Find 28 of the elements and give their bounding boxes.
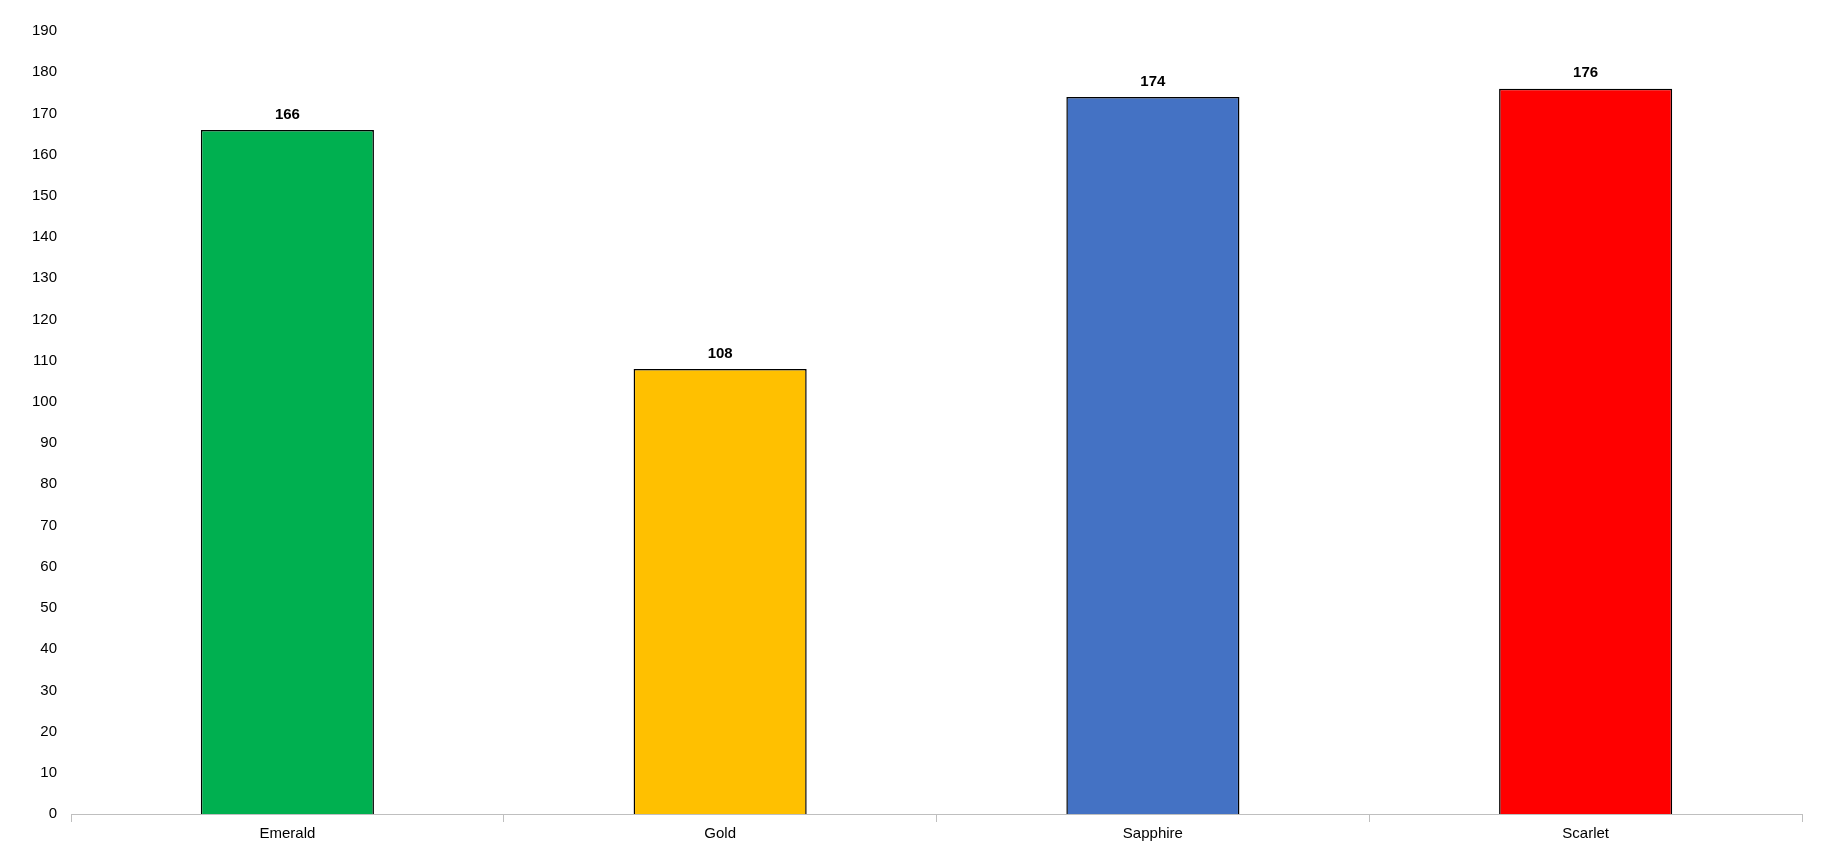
y-tick-label: 30 bbox=[40, 680, 58, 698]
y-tick-label: 170 bbox=[32, 103, 58, 121]
y-tick-label: 130 bbox=[32, 268, 58, 286]
y-tick-label: 80 bbox=[40, 474, 58, 492]
x-tick-label: Emerald bbox=[259, 824, 316, 842]
y-tick-label: 180 bbox=[32, 62, 58, 80]
y-tick-label: 60 bbox=[40, 556, 58, 574]
y-tick-label: 150 bbox=[32, 185, 58, 203]
data-label: 174 bbox=[1140, 71, 1167, 89]
y-tick-label: 50 bbox=[40, 598, 58, 616]
y-tick-label: 0 bbox=[48, 804, 58, 822]
data-label: 108 bbox=[707, 343, 733, 361]
y-tick-label: 160 bbox=[32, 144, 58, 162]
y-tick-label: 100 bbox=[32, 392, 58, 410]
x-tick-label: Gold bbox=[704, 824, 736, 842]
x-tick-label: Sapphire bbox=[1122, 824, 1183, 842]
y-tick-label: 20 bbox=[40, 721, 58, 739]
x-tick-label: Scarlet bbox=[1562, 824, 1610, 842]
y-tick-label: 90 bbox=[40, 433, 58, 451]
y-tick-label: 120 bbox=[32, 309, 58, 327]
data-label: 166 bbox=[274, 104, 300, 122]
y-tick-label: 190 bbox=[32, 21, 58, 39]
y-tick-label: 70 bbox=[40, 515, 58, 533]
data-label: 176 bbox=[1573, 63, 1599, 81]
y-tick-label: 140 bbox=[32, 227, 58, 245]
y-tick-label: 110 bbox=[33, 350, 58, 368]
y-tick-label: 10 bbox=[40, 762, 58, 780]
y-tick-label: 40 bbox=[40, 639, 58, 657]
